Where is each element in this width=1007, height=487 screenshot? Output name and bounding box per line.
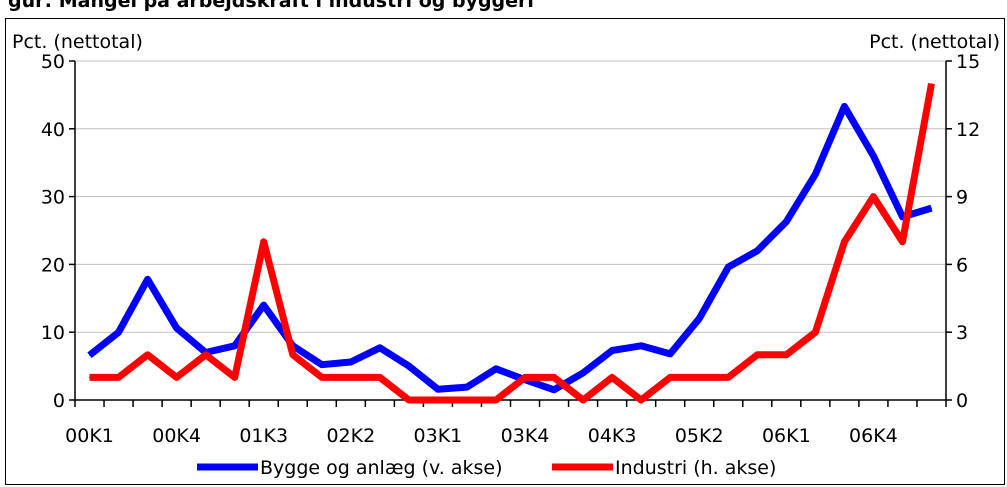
series-2-point: [176, 376, 178, 378]
left-axis-tick-label: 30: [41, 187, 65, 209]
series-2-point: [843, 241, 845, 243]
series-2-point: [785, 354, 787, 356]
series-2-point: [466, 399, 468, 401]
series-2-point: [611, 376, 613, 378]
series-2-point: [408, 399, 410, 401]
series-1-point: [234, 345, 236, 347]
series-1-point: [930, 207, 932, 209]
series-2-point: [437, 399, 439, 401]
series-1-point: [379, 347, 381, 349]
series-2-point: [524, 376, 526, 378]
right-axis-tick-label: 9: [956, 187, 968, 209]
series-1-point: [176, 327, 178, 329]
series-1-point: [350, 361, 352, 363]
series-1-point: [553, 389, 555, 391]
series-2-point: [147, 354, 149, 356]
series-lines: [87, 82, 935, 404]
series-2-point: [118, 376, 120, 378]
series-2-point: [756, 354, 758, 356]
x-axis-tick-label: 02K2: [326, 425, 375, 447]
x-axis-tick-label: 00K4: [152, 425, 201, 447]
x-axis-tick-label: 04K3: [588, 425, 637, 447]
right-axis-tick-label: 3: [956, 322, 968, 344]
series-1-point: [640, 345, 642, 347]
x-axis-tick-label: 03K4: [501, 425, 550, 447]
chart-title: gur: Mangel på arbejdskraft i industri o…: [8, 0, 534, 12]
series-2-point: [901, 241, 903, 243]
series-1-point: [698, 318, 700, 320]
series-2-point: [727, 376, 729, 378]
series-1-point: [814, 173, 816, 175]
right-axis-unit-label: Pct. (nettotal): [869, 31, 1000, 53]
series-2-point: [379, 376, 381, 378]
x-axis-tick-label: 00K1: [65, 425, 114, 447]
x-axis-tick-label: 06K1: [762, 425, 811, 447]
right-axis-tick-label: 0: [956, 390, 968, 412]
series-2-point: [89, 376, 91, 378]
series-1-point: [611, 350, 613, 352]
series-2-point: [640, 399, 642, 401]
series-1-point: [727, 266, 729, 268]
series-2-point: [321, 376, 323, 378]
left-axis-unit-label: Pct. (nettotal): [12, 31, 143, 53]
series-1-point: [669, 353, 671, 355]
right-axis-tick-label: 15: [956, 51, 980, 73]
series-1-point: [408, 365, 410, 367]
series-2-point: [582, 399, 584, 401]
series-1-point: [756, 250, 758, 252]
series-2-point: [263, 241, 265, 243]
series-1-point: [118, 331, 120, 333]
series-line-1: [87, 102, 933, 394]
series-2-point: [495, 399, 497, 401]
series-1-point: [872, 155, 874, 157]
series-2-point: [872, 196, 874, 198]
right-axis-tick-label: 6: [956, 254, 968, 276]
series-1-point: [901, 216, 903, 218]
series-2-point: [234, 376, 236, 378]
series-2-point: [698, 376, 700, 378]
series-line-2: [89, 82, 935, 404]
axes: 0 0 10 3 20 6 30 9 40 12 50 15 00K1 00K4 01K3 02K2 03K1 0…: [41, 51, 980, 447]
series-2-point: [814, 331, 816, 333]
x-axis-tick-label: 06K4: [849, 425, 898, 447]
series-2-point: [350, 376, 352, 378]
series-1-point: [582, 372, 584, 374]
right-axis-tick-label: 12: [956, 119, 980, 141]
gridlines: [75, 60, 946, 333]
series-1-point: [89, 354, 91, 356]
series-1-point: [785, 221, 787, 223]
left-axis-tick-label: 20: [41, 254, 65, 276]
series-1-point: [147, 278, 149, 280]
series-1-point: [321, 364, 323, 366]
series-2-point: [205, 354, 207, 356]
series-1-point: [843, 105, 845, 107]
chart-frame: [5, 18, 1005, 485]
series-2-point: [553, 376, 555, 378]
series-1-point: [263, 304, 265, 306]
series-1-point: [466, 386, 468, 388]
left-axis-tick-label: 50: [41, 51, 65, 73]
x-axis-tick-label: 01K3: [239, 425, 288, 447]
left-axis-tick-label: 40: [41, 119, 65, 141]
x-axis-tick-label: 03K1: [414, 425, 463, 447]
series-2-point: [292, 354, 294, 356]
legend-label-2: Industri (h. akse): [615, 457, 776, 479]
x-axis-tick-label: 05K2: [675, 425, 724, 447]
left-axis-tick-label: 10: [41, 322, 65, 344]
left-axis-tick-label: 0: [53, 390, 65, 412]
series-1-point: [495, 368, 497, 370]
legend-label-1: Bygge og anlæg (v. akse): [260, 457, 502, 479]
series-1-point: [437, 388, 439, 390]
series-2-point: [669, 376, 671, 378]
legend: Bygge og anlæg (v. akse) Industri (h. aks…: [197, 457, 776, 479]
series-2-point: [930, 83, 932, 85]
